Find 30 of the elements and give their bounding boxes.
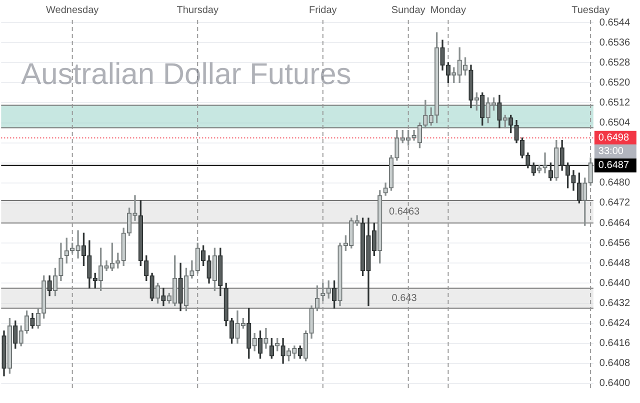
band-label: 0.643 [392,293,418,304]
text: 33:00 [598,146,624,158]
x-tick-label: Friday [309,4,337,16]
x-tick-label: Sunday [391,4,426,16]
x-tick-label: Monday [430,4,466,16]
ref-line-label: 0.6487 [598,160,630,172]
x-tick-label: Tuesday [572,4,610,16]
x-tick-label: Wednesday [46,4,99,16]
y-tick-label: 0.6424 [599,318,630,330]
y-tick-label: 0.6520 [599,77,630,88]
y-tick-label: 0.6432 [599,298,630,310]
y-tick-label: 0.6544 [599,17,630,28]
x-tick-label: Thursday [176,4,218,16]
y-tick-label: 0.6464 [599,218,630,229]
y-tick-label: 0.6456 [599,238,630,249]
y-tick-label: 0.6512 [599,97,630,108]
y-tick-label: 0.6480 [599,178,630,189]
candlestick [542,152,548,174]
y-tick-label: 0.6400 [599,378,630,390]
band-label: 0.6463 [389,206,420,218]
y-tick-label: 0.6448 [599,258,630,269]
y-tick-label: 0.6472 [599,198,630,209]
text: Australian Dollar Futures [21,58,352,91]
y-tick-label: 0.6536 [599,37,630,48]
ref-line-label: 0.6498 [598,132,630,144]
y-tick-label: 0.6416 [599,338,630,350]
y-tick-label: 0.6528 [599,57,630,68]
y-tick-label: 0.6440 [599,278,630,289]
y-tick-label: 0.6408 [599,358,630,370]
y-tick-label: 0.6504 [599,118,630,129]
